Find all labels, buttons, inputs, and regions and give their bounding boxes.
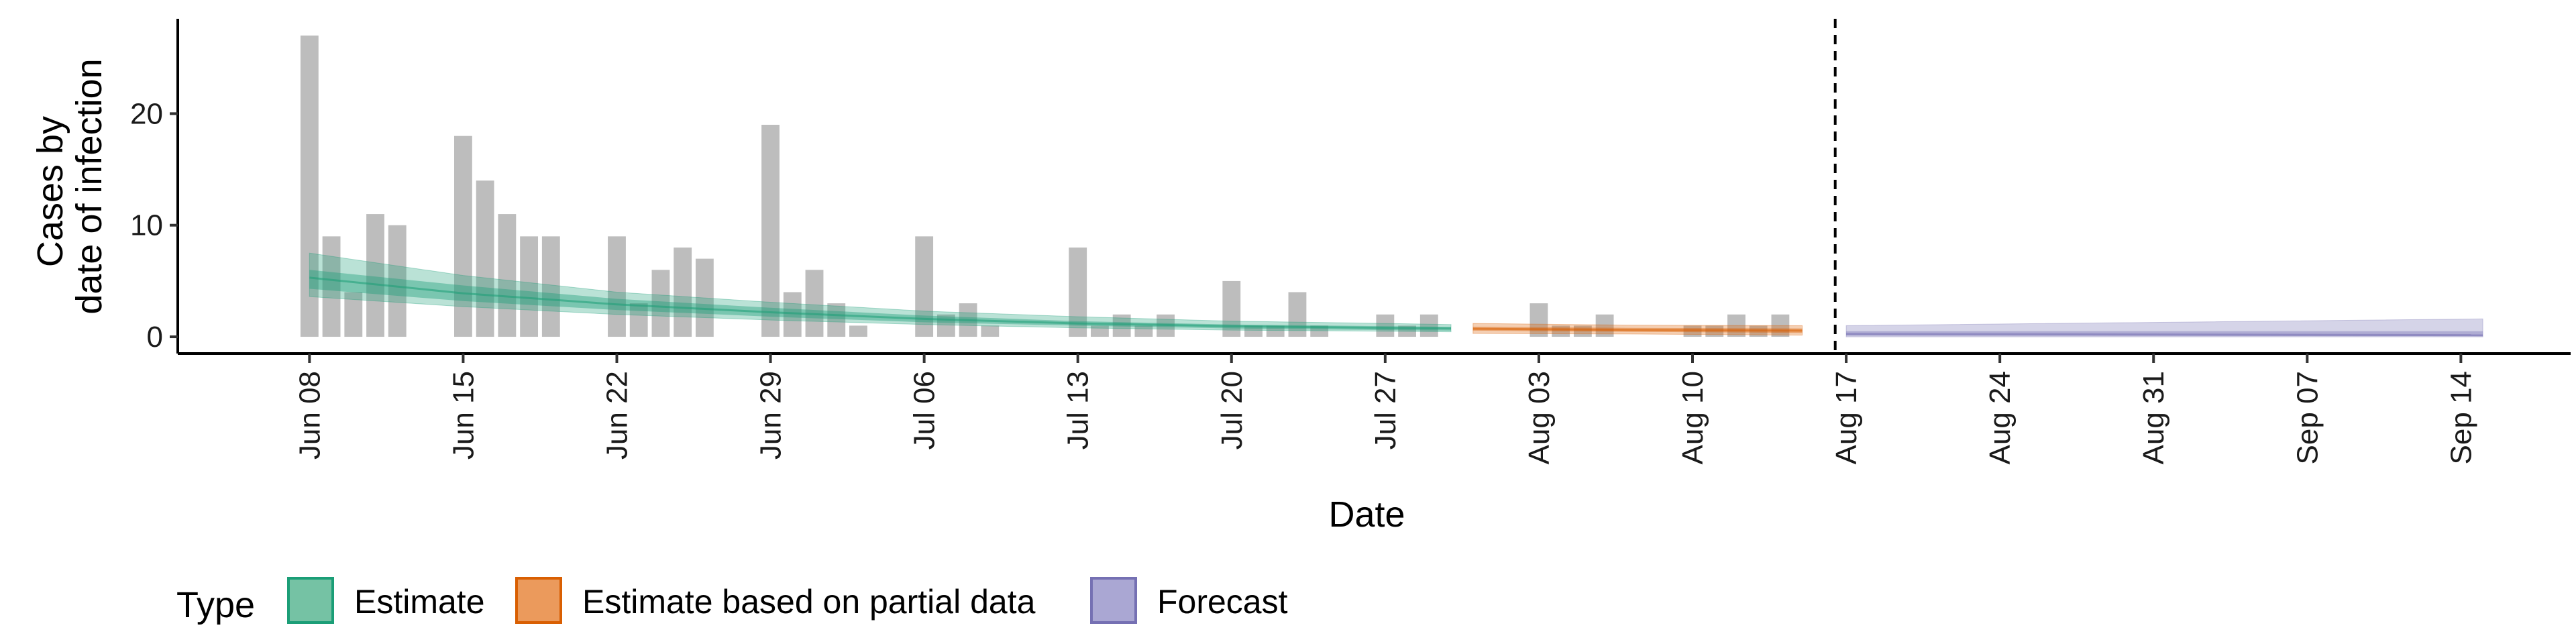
case-bar	[629, 303, 648, 337]
case-bar	[498, 214, 517, 337]
y-tick-label: 20	[130, 97, 163, 130]
case-bar	[1134, 325, 1153, 337]
y-axis-title: Cases by date of infection	[30, 58, 109, 314]
case-bar	[388, 225, 407, 337]
estimate-outer-band	[309, 252, 1452, 333]
case-bar	[651, 270, 670, 337]
estimate-median-line	[309, 276, 1452, 330]
axes: 0 10 20 Jun 08 Jun 15 Jun 22 Jun 29 Jul 06 Jul …	[130, 19, 2571, 464]
estimate-ribbons	[309, 252, 2483, 337]
case-bar	[300, 35, 319, 337]
case-bar	[1727, 314, 1746, 337]
case-bar	[608, 236, 626, 337]
case-bar	[761, 125, 780, 337]
case-bar	[1069, 247, 1087, 337]
case-bar	[1222, 280, 1241, 337]
y-axis-title-line-2: date of infection	[69, 58, 109, 314]
x-tick-label: Sep 14	[2445, 371, 2477, 464]
legend-label-forecast: Forecast	[1157, 583, 1288, 621]
legend-key-estimate-based-on-partial-data	[515, 577, 562, 624]
case-bar	[1595, 314, 1614, 337]
y-tick-label: 0	[147, 321, 163, 354]
x-tick-label: Jun 15	[447, 371, 480, 460]
case-bar	[981, 325, 1000, 337]
case-bars	[300, 35, 1790, 337]
y-axis-ticks: 0 10 20	[130, 97, 178, 354]
case-bar	[1771, 314, 1790, 337]
legend-title: Type	[176, 585, 255, 625]
case-bar	[1112, 314, 1131, 337]
case-bar	[674, 247, 692, 337]
forecast-outer-band	[1845, 318, 2483, 337]
x-tick-label: Sep 07	[2291, 371, 2324, 464]
x-tick-label: Aug 31	[2137, 371, 2170, 464]
case-bar	[827, 303, 846, 337]
x-tick-label: Jul 27	[1369, 371, 1402, 449]
case-bar	[344, 292, 363, 337]
legend-key-forecast	[1090, 577, 1137, 624]
x-tick-label: Aug 03	[1523, 371, 1556, 464]
case-bar	[1419, 314, 1438, 337]
case-bar	[1573, 325, 1592, 337]
case-bar	[1310, 325, 1329, 337]
x-tick-label: Aug 24	[1984, 371, 2017, 464]
x-tick-label: Jul 20	[1216, 371, 1248, 449]
x-axis-title: Date	[1328, 494, 1405, 535]
case-bar	[476, 180, 494, 337]
case-bar	[849, 325, 867, 337]
estimate-based-on-partial-data-median-line	[1472, 327, 1803, 332]
x-tick-label: Jun 22	[600, 371, 633, 460]
x-tick-label: Aug 10	[1676, 371, 1709, 464]
x-tick-label: Jun 29	[755, 371, 788, 460]
case-bar	[936, 314, 955, 337]
forecast-median-line	[1846, 333, 2483, 337]
estimate-inner-band	[309, 270, 1451, 331]
y-axis-title-line-1: Cases by	[30, 116, 70, 267]
case-bar	[695, 258, 714, 337]
case-bar	[322, 236, 341, 337]
x-tick-label: Aug 17	[1830, 371, 1863, 464]
case-bar	[1244, 325, 1263, 337]
legend-key-estimate	[287, 577, 334, 624]
case-bar	[805, 270, 824, 337]
legend: Type Estimate Estimate based on partial d…	[176, 577, 1288, 625]
y-tick-label: 10	[130, 209, 163, 242]
x-tick-label: Jun 08	[293, 371, 326, 460]
x-tick-label: Jul 06	[908, 371, 941, 449]
case-bar	[1376, 314, 1395, 337]
case-bar	[1091, 325, 1109, 337]
case-bar	[1683, 325, 1702, 337]
case-bar	[454, 136, 472, 337]
case-bar	[541, 236, 560, 337]
case-bar	[520, 236, 539, 337]
case-bar	[1266, 325, 1285, 337]
case-bar	[1288, 292, 1307, 337]
case-bar	[1529, 303, 1548, 337]
x-axis-ticks: Jun 08 Jun 15 Jun 22 Jun 29 Jul 06 Jul 13 Jul …	[293, 354, 2477, 464]
x-tick-label: Jul 13	[1062, 371, 1095, 449]
legend-label-estimate: Estimate	[354, 583, 485, 621]
legend-items: Estimate Estimate based on partial data Fo…	[287, 577, 1288, 624]
case-bar	[366, 214, 384, 337]
legend-label-estimate-based-on-partial-data: Estimate based on partial data	[582, 583, 1036, 621]
